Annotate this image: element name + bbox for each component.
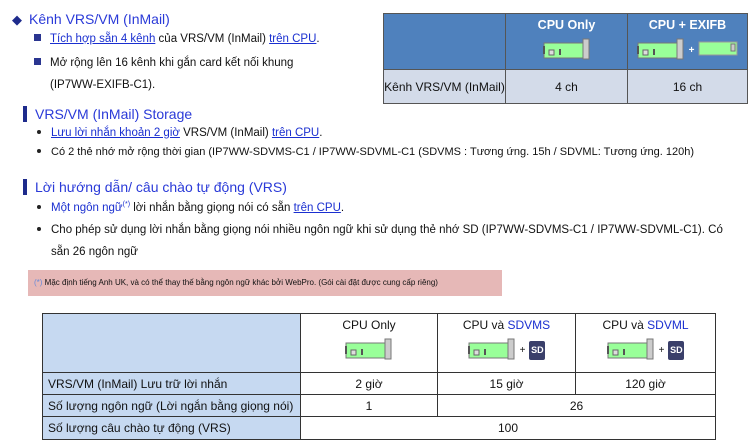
- cell-value: 1: [300, 394, 438, 417]
- sd-card-icon: SD: [668, 341, 685, 360]
- list-item: Cho phép sử dụng lời nhắn bằng giọng nói…: [37, 224, 723, 236]
- link-one-language[interactable]: Một ngôn ngữ: [51, 201, 123, 214]
- square-bullet-icon: [34, 58, 41, 65]
- text: Cho phép sử dụng lời nhắn bằng giọng nói…: [51, 224, 723, 236]
- table-row: Số lượng câu chào tự động (VRS) 100: [42, 416, 716, 440]
- cpu-card-icon: [345, 338, 393, 363]
- header-cpu-only: CPU Only: [505, 13, 628, 70]
- bullet-icon: [37, 227, 41, 231]
- link-storage-hours[interactable]: Lưu lời nhắn khoản 2 giờ: [51, 127, 180, 139]
- header-text: CPU + EXIFB: [648, 18, 727, 32]
- header-text: CPU Only: [537, 18, 596, 32]
- empty-header-cell: [42, 313, 301, 373]
- heading-bar-icon: [23, 179, 27, 195]
- bullet-icon: [37, 204, 41, 209]
- section-heading-vrs: Lời hướng dẫn/ câu chào tự động (VRS): [23, 179, 287, 195]
- row-label: VRS/VM (InMail) Lưu trữ lời nhắn: [42, 372, 301, 395]
- footnote-mark: (*): [34, 278, 43, 287]
- cell-value: 4 ch: [505, 69, 628, 104]
- row-label: Số lượng câu chào tự động (VRS): [42, 416, 301, 440]
- square-bullet-icon: [34, 34, 41, 41]
- bullet-icon: [37, 149, 41, 153]
- sdvms-label: SDVMS: [507, 318, 551, 332]
- text: VRS/VM (InMail): [179, 127, 272, 139]
- bullet-icon: [37, 130, 41, 134]
- row-label: Số lượng ngôn ngữ (Lời ngắn bằng giọng n…: [42, 394, 301, 417]
- cell-value: 2 giờ: [300, 372, 438, 395]
- row-label: Kênh VRS/VM (InMail): [383, 69, 506, 104]
- exifb-card-icon: [698, 41, 738, 60]
- list-item: Tích hợp sẵn 4 kênh của VRS/VM (InMail) …: [34, 33, 320, 45]
- list-item: Một ngôn ngữ(*) lời nhắn bằng giọng nói …: [37, 201, 344, 214]
- cell-value: 120 giờ: [575, 372, 716, 395]
- sdvml-label: SDVML: [647, 318, 689, 332]
- heading-text: Kênh VRS/VM (InMail): [29, 11, 170, 27]
- footnote-box: (*) Mặc định tiếng Anh UK, và có thể tha…: [28, 270, 502, 296]
- plus-sign: +: [658, 345, 665, 356]
- text: lời nhắn bằng giọng nói có sẵn: [130, 201, 294, 214]
- section-heading-channels: ◆ Kênh VRS/VM (InMail): [12, 11, 170, 28]
- table-row: Số lượng ngôn ngữ (Lời ngắn bằng giọng n…: [42, 394, 716, 417]
- diamond-bullet-icon: ◆: [12, 12, 22, 27]
- section-heading-storage: VRS/VM (InMail) Storage: [23, 106, 192, 122]
- table-row: VRS/VM (InMail) Lưu trữ lời nhắn 2 giờ 1…: [42, 372, 716, 395]
- heading-bar-icon: [23, 106, 27, 122]
- list-item: Lưu lời nhắn khoản 2 giờ VRS/VM (InMail)…: [37, 127, 322, 139]
- header-cpu-only: CPU Only: [300, 313, 438, 373]
- heading-text: VRS/VM (InMail) Storage: [35, 106, 193, 122]
- link-integrated-channels[interactable]: Tích hợp sẵn 4 kênh: [50, 33, 156, 45]
- list-item: Mở rộng lên 16 kênh khi gắn card kết nối…: [34, 57, 293, 69]
- list-item: Có 2 thẻ nhớ mở rộng thời gian (IP7WW-SD…: [37, 146, 694, 158]
- cpu-card-icon: [606, 338, 655, 363]
- empty-header-cell: [383, 13, 506, 70]
- cell-value: 100: [300, 416, 716, 440]
- footnote-text: Mặc định tiếng Anh UK, và có thể thay th…: [42, 278, 438, 287]
- sd-card-icon: SD: [529, 341, 546, 360]
- comparison-table: CPU Only CPU và SDVMS + SD CPU và SDVML +…: [42, 313, 716, 440]
- text: Có 2 thẻ nhớ mở rộng thời gian (IP7WW-SD…: [51, 146, 695, 158]
- header-cpu-sdvms: CPU và SDVMS + SD: [437, 313, 576, 373]
- text: .: [316, 33, 320, 45]
- cpu-card-icon: [467, 338, 516, 363]
- cpu-card-icon: [636, 38, 685, 63]
- text: (IP7WW-EXIFB-C1).: [50, 79, 156, 91]
- text: của VRS/VM (InMail): [155, 33, 270, 45]
- channels-table: CPU Only CPU + EXIFB + Kênh VRS/VM (InMa…: [383, 13, 748, 104]
- header-text: CPU Only: [342, 318, 396, 332]
- cell-value: 15 giờ: [437, 372, 576, 395]
- plus-sign: +: [519, 345, 526, 356]
- cell-value: 26: [437, 394, 716, 417]
- header-text: CPU và: [462, 318, 508, 332]
- header-text: CPU và: [602, 318, 648, 332]
- heading-text: Lời hướng dẫn/ câu chào tự động (VRS): [35, 179, 287, 195]
- plus-sign: +: [688, 45, 695, 56]
- text: .: [340, 201, 345, 214]
- text: sẵn 26 ngôn ngữ: [51, 246, 138, 258]
- text: .: [319, 127, 323, 139]
- cell-value: 16 ch: [627, 69, 748, 104]
- link-on-cpu[interactable]: trên CPU: [269, 33, 317, 45]
- text: Mở rộng lên 16 kênh khi gắn card kết nối…: [50, 57, 294, 69]
- header-cpu-sdvml: CPU và SDVML + SD: [575, 313, 716, 373]
- header-cpu-exifb: CPU + EXIFB +: [627, 13, 748, 70]
- link-on-cpu[interactable]: trên CPU: [293, 201, 341, 214]
- footnote-mark: (*): [122, 201, 131, 208]
- cpu-card-icon: [542, 38, 591, 63]
- link-on-cpu[interactable]: trên CPU: [271, 127, 320, 139]
